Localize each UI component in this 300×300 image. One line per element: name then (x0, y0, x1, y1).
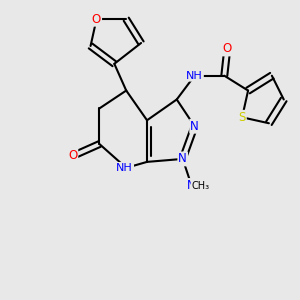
Text: S: S (238, 111, 246, 124)
Text: NH: NH (116, 163, 133, 173)
Text: N: N (190, 120, 199, 133)
Text: O: O (68, 149, 77, 162)
Text: O: O (223, 42, 232, 56)
Text: N: N (178, 152, 187, 165)
Text: NH: NH (186, 71, 203, 81)
Text: CH₃: CH₃ (191, 181, 210, 191)
Text: N: N (187, 179, 196, 192)
Text: O: O (92, 13, 101, 26)
Text: N: N (187, 179, 196, 192)
